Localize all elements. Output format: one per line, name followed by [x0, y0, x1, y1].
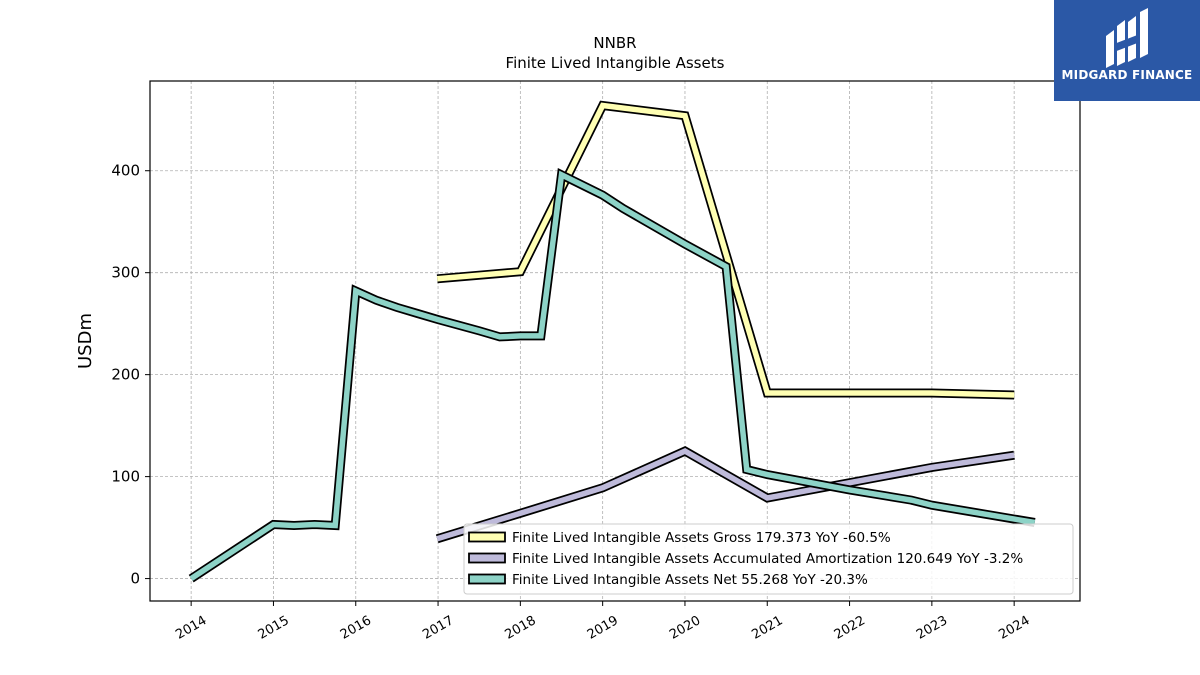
legend-label: Finite Lived Intangible Assets Gross 179… [512, 530, 891, 546]
legend: Finite Lived Intangible Assets Gross 179… [463, 523, 1074, 595]
y-tick-label: 100 [111, 468, 140, 486]
y-tick-label: 300 [111, 264, 140, 282]
brand-mark-icon [1106, 8, 1148, 68]
x-tick-label: 2015 [256, 613, 292, 643]
series-line [436, 448, 1015, 542]
legend-swatch [468, 531, 506, 543]
grid [150, 81, 1080, 601]
y-tick-label: 0 [130, 570, 140, 588]
chart-title: NNBR [593, 34, 636, 52]
legend-box [463, 523, 1074, 595]
series-layer [188, 100, 1036, 583]
x-tick-label: 2014 [173, 613, 209, 643]
brand-name: MIDGARD FINANCE [1061, 68, 1193, 82]
x-tick-label: 2016 [338, 613, 374, 643]
legend-swatch [468, 552, 506, 564]
series-line [189, 170, 1036, 581]
x-tick-label: 2020 [667, 613, 703, 643]
x-axis-ticks: 2014 2015 2016 2017 2018 2019 2020 2021 2022 2023… [173, 601, 1032, 643]
x-tick-label: 2017 [420, 613, 456, 643]
legend-label: Finite Lived Intangible Assets Net 55.26… [512, 572, 868, 588]
x-tick-label: 2021 [749, 613, 785, 643]
y-tick-label: 200 [111, 366, 140, 384]
y-axis-ticks: 0 100 200 300 400 [111, 162, 150, 588]
legend-swatch [468, 573, 506, 585]
y-axis-label: USDm [75, 313, 96, 369]
y-tick-label: 400 [111, 162, 140, 180]
legend-label: Finite Lived Intangible Assets Accumulat… [512, 551, 1023, 567]
plot-area-frame [149, 80, 1081, 602]
series-line [436, 102, 1015, 398]
x-tick-label: 2023 [914, 613, 950, 643]
x-tick-label: 2022 [832, 613, 868, 643]
chart-subtitle: Finite Lived Intangible Assets [506, 54, 725, 72]
series-line-outline [188, 167, 1036, 583]
x-tick-label: 2018 [503, 613, 539, 643]
x-tick-label: 2019 [585, 613, 621, 643]
x-tick-label: 2024 [996, 613, 1032, 643]
brand-logo: MIDGARD FINANCE [1054, 0, 1200, 101]
